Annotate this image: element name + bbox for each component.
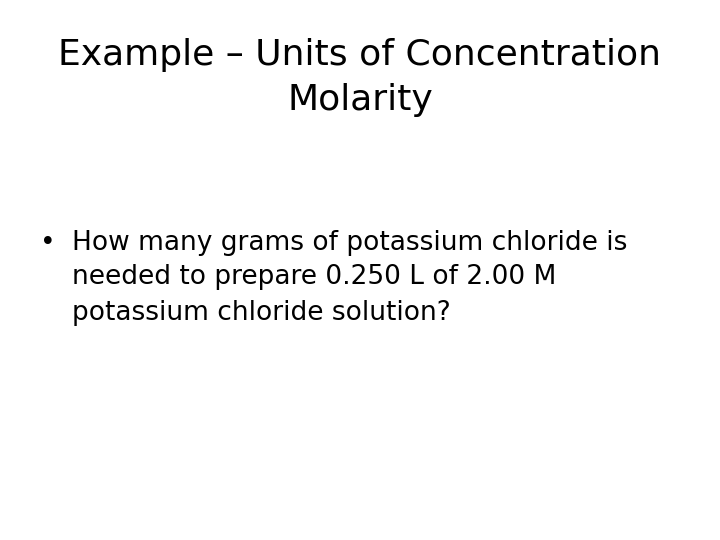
Text: •: • xyxy=(40,230,55,255)
Text: How many grams of potassium chloride is
needed to prepare 0.250 L of 2.00 M
pota: How many grams of potassium chloride is … xyxy=(72,230,627,326)
Text: Example – Units of Concentration
Molarity: Example – Units of Concentration Molarit… xyxy=(58,38,662,117)
